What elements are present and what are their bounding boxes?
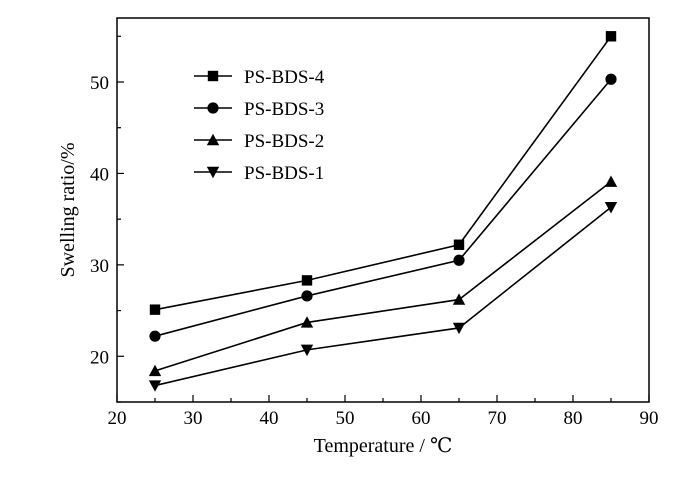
series-PS-BDS-1 (148, 202, 618, 392)
x-tick-label: 20 (108, 408, 127, 429)
x-tick-label: 30 (184, 408, 203, 429)
square-marker (605, 31, 617, 42)
circle-marker (453, 254, 465, 266)
series-line (154, 206, 612, 387)
legend-item: PS-BDS-3 (194, 99, 324, 120)
circle-marker (207, 102, 219, 114)
circle-marker (301, 290, 313, 302)
triangle-down-marker (148, 380, 162, 392)
legend-label: PS-BDS-4 (244, 67, 325, 88)
x-tick-label: 60 (412, 408, 431, 429)
series-line (154, 78, 612, 337)
triangle-down-marker (300, 344, 314, 357)
square-marker (453, 239, 465, 250)
series-layer (148, 31, 618, 392)
triangle-up-marker (300, 316, 314, 328)
x-tick-label: 80 (564, 408, 583, 429)
x-tick-label: 70 (488, 408, 507, 429)
x-tick-label: 40 (260, 408, 279, 429)
triangle-down-marker (604, 202, 618, 214)
series-line (154, 35, 612, 311)
series-PS-BDS-3 (149, 73, 617, 342)
triangle-down-marker (452, 322, 466, 335)
legend-label: PS-BDS-3 (244, 99, 324, 120)
x-tick-label: 50 (336, 408, 355, 429)
y-tick-label: 50 (90, 73, 109, 94)
legend-label: PS-BDS-2 (244, 131, 324, 152)
y-tick-label: 40 (90, 164, 109, 185)
triangle-up-marker (206, 133, 220, 146)
axes: 20 30 40 50 60 70 80 90 20 30 40 50 (90, 17, 659, 429)
legend-item: PS-BDS-1 (194, 163, 324, 184)
series-PS-BDS-2 (148, 175, 618, 377)
series-line (154, 181, 612, 372)
legend-item: PS-BDS-2 (194, 131, 324, 152)
y-tick-label: 30 (90, 256, 109, 277)
circle-marker (605, 73, 617, 85)
square-marker (207, 70, 219, 82)
legend-label: PS-BDS-1 (244, 163, 324, 184)
circle-marker (149, 330, 161, 342)
triangle-up-marker (604, 175, 618, 187)
x-tick-label: 90 (640, 408, 659, 429)
series-PS-BDS-4 (149, 31, 617, 315)
x-axis-title: Temperature / ℃ (314, 435, 453, 457)
legend-item: PS-BDS-4 (194, 67, 325, 88)
triangle-up-marker (452, 293, 466, 305)
triangle-down-marker (206, 166, 220, 179)
y-axis-title: Swelling ratio/% (57, 143, 79, 278)
y-tick-label: 20 (90, 347, 109, 368)
triangle-up-marker (148, 364, 162, 377)
square-marker (149, 304, 161, 315)
legend: PS-BDS-4 PS-BDS-3 PS-BDS-2 PS-BDS-1 (194, 67, 325, 184)
square-marker (301, 275, 313, 286)
